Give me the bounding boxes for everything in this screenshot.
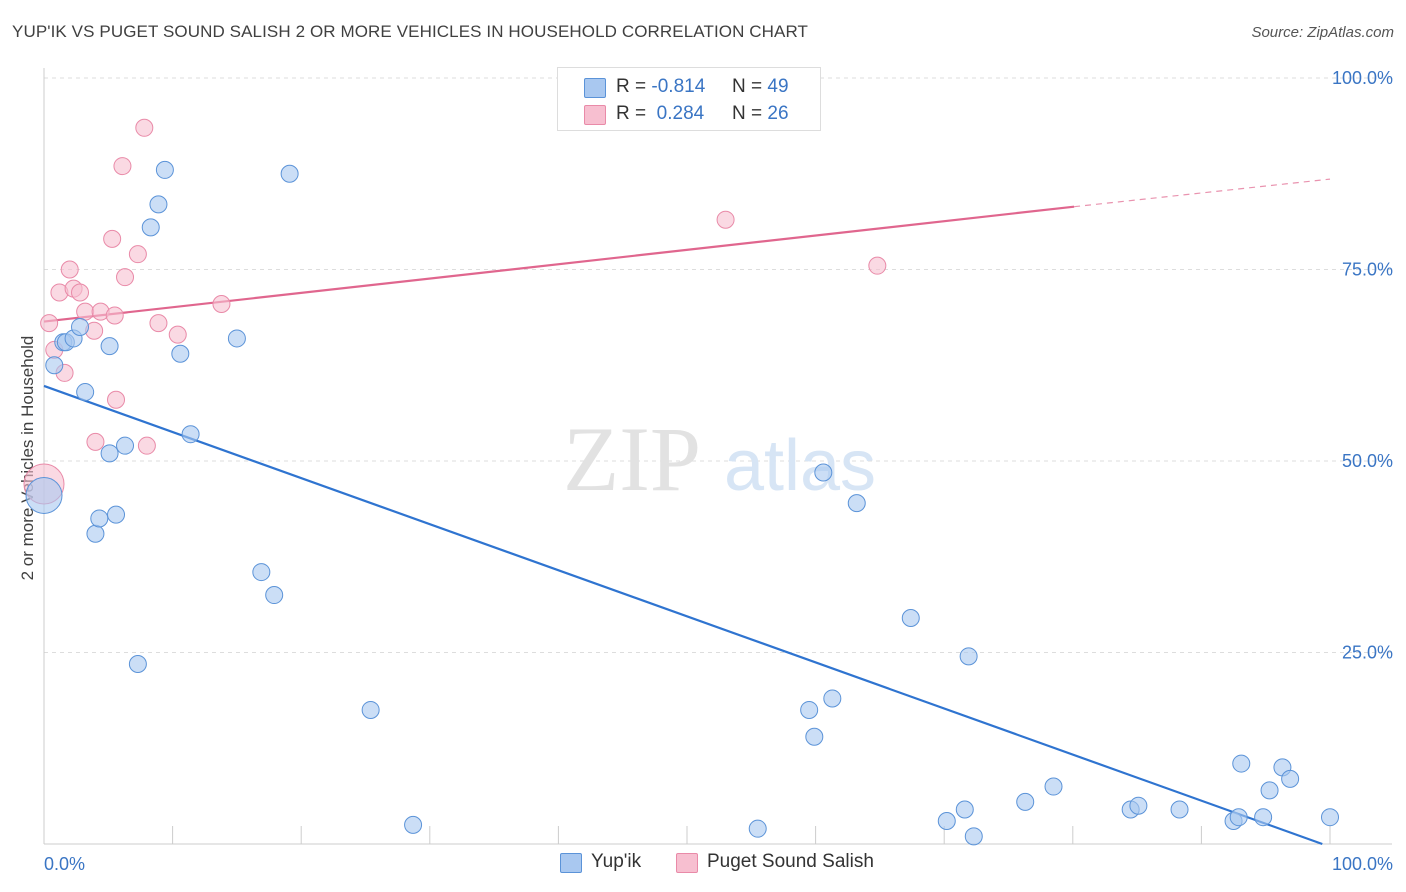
data-point-puget-sound-salish bbox=[212, 294, 231, 313]
data-point-puget-sound-salish bbox=[76, 302, 95, 321]
data-point-yupik bbox=[937, 812, 956, 831]
data-point-yupik bbox=[955, 800, 974, 819]
data-point-yupik bbox=[800, 700, 819, 719]
data-point-yupik bbox=[128, 654, 147, 673]
data-point-yupik bbox=[100, 444, 119, 463]
data-point-yupik bbox=[964, 827, 983, 846]
data-point-puget-sound-salish bbox=[128, 245, 147, 264]
data-point-yupik bbox=[76, 383, 95, 402]
data-point-puget-sound-salish bbox=[86, 432, 105, 451]
data-point-puget-sound-salish bbox=[135, 118, 154, 137]
data-point-yupik bbox=[901, 609, 920, 628]
data-point-yupik bbox=[847, 494, 866, 513]
data-point-yupik bbox=[1254, 808, 1273, 827]
trend-line-puget-sound-salish-extension bbox=[1074, 178, 1331, 208]
data-point-yupik bbox=[71, 317, 90, 336]
data-point-yupik bbox=[107, 505, 126, 524]
data-point-yupik bbox=[404, 815, 423, 834]
data-point-yupik bbox=[155, 160, 174, 179]
data-point-puget-sound-salish bbox=[40, 314, 59, 333]
data-point-yupik bbox=[100, 337, 119, 356]
legend-swatch-salish bbox=[584, 105, 606, 125]
data-point-puget-sound-salish bbox=[105, 306, 124, 325]
data-point-puget-sound-salish bbox=[168, 325, 187, 344]
legend-r-salish: R = 0.284 bbox=[616, 103, 705, 124]
data-point-yupik bbox=[25, 476, 63, 514]
bottom-legend-label-yupik: Yup'ik bbox=[591, 851, 642, 872]
data-point-puget-sound-salish bbox=[71, 283, 90, 302]
data-point-yupik bbox=[265, 586, 284, 605]
data-point-puget-sound-salish bbox=[716, 210, 735, 229]
data-point-yupik bbox=[1260, 781, 1279, 800]
data-point-yupik bbox=[227, 329, 246, 348]
legend-swatch-yupik bbox=[584, 78, 606, 98]
correlation-legend: R = -0.814 N = 49 R = 0.284 N = 26 bbox=[557, 67, 821, 131]
data-point-yupik bbox=[959, 647, 978, 666]
data-point-puget-sound-salish bbox=[113, 157, 132, 176]
data-point-yupik bbox=[1232, 754, 1251, 773]
data-point-yupik bbox=[1044, 777, 1063, 796]
points-layer bbox=[23, 118, 1339, 846]
chart-title: YUP'IK VS PUGET SOUND SALISH 2 OR MORE V… bbox=[12, 22, 809, 41]
y-tick-label: 50.0% bbox=[1342, 451, 1393, 471]
data-point-puget-sound-salish bbox=[60, 260, 79, 279]
data-point-yupik bbox=[45, 356, 64, 375]
grid-layer bbox=[44, 77, 1392, 653]
data-point-yupik bbox=[805, 727, 824, 746]
trend-line-yupik bbox=[43, 384, 1323, 846]
data-point-yupik bbox=[86, 524, 105, 543]
data-point-yupik bbox=[1170, 800, 1189, 819]
data-point-puget-sound-salish bbox=[868, 256, 887, 275]
data-point-yupik bbox=[181, 425, 200, 444]
legend-r-yupik: R = -0.814 bbox=[616, 76, 706, 97]
y-tick-label: 75.0% bbox=[1342, 260, 1393, 280]
trend-line-puget-sound-salish bbox=[43, 205, 1075, 323]
watermark: ZIP atlas bbox=[563, 408, 876, 510]
data-point-yupik bbox=[149, 195, 168, 214]
data-point-yupik bbox=[823, 689, 842, 708]
y-tick-label: 25.0% bbox=[1342, 643, 1393, 663]
axes-layer bbox=[43, 68, 1392, 845]
data-point-yupik bbox=[171, 344, 190, 363]
data-point-yupik bbox=[361, 700, 380, 719]
data-point-yupik bbox=[116, 436, 135, 455]
data-point-puget-sound-salish bbox=[149, 314, 168, 333]
data-point-yupik bbox=[1229, 808, 1248, 827]
x-tick-label: 0.0% bbox=[44, 854, 85, 874]
bottom-legend-label-salish: Puget Sound Salish bbox=[707, 851, 874, 872]
source-label: Source: ZipAtlas.com bbox=[1251, 24, 1394, 41]
tick-label-layer: 25.0% 50.0% 75.0% 100.0% 0.0% 100.0% bbox=[44, 68, 1393, 874]
data-point-yupik bbox=[252, 563, 271, 582]
legend-n-yupik: N = 49 bbox=[732, 76, 789, 97]
data-point-yupik bbox=[1281, 769, 1300, 788]
data-point-puget-sound-salish bbox=[107, 390, 126, 409]
legend-n-salish: N = 26 bbox=[732, 103, 789, 124]
trend-layer bbox=[43, 178, 1331, 846]
data-point-puget-sound-salish bbox=[116, 268, 135, 287]
data-point-yupik bbox=[141, 218, 160, 237]
watermark-zip: ZIP bbox=[563, 408, 701, 510]
data-point-puget-sound-salish bbox=[137, 436, 156, 455]
y-tick-label: 100.0% bbox=[1332, 68, 1393, 88]
watermark-atlas: atlas bbox=[724, 426, 876, 506]
data-point-yupik bbox=[90, 509, 109, 528]
x-tick-label: 100.0% bbox=[1332, 854, 1393, 874]
data-point-puget-sound-salish bbox=[103, 229, 122, 248]
data-point-yupik bbox=[1321, 808, 1339, 827]
data-point-yupik bbox=[1016, 792, 1035, 811]
data-point-yupik bbox=[1129, 796, 1148, 815]
data-point-yupik bbox=[814, 463, 833, 482]
bottom-legend-swatch-yupik bbox=[560, 853, 582, 873]
bottom-legend-swatch-salish bbox=[676, 853, 698, 873]
data-point-yupik bbox=[280, 164, 299, 183]
data-point-yupik bbox=[748, 819, 767, 838]
